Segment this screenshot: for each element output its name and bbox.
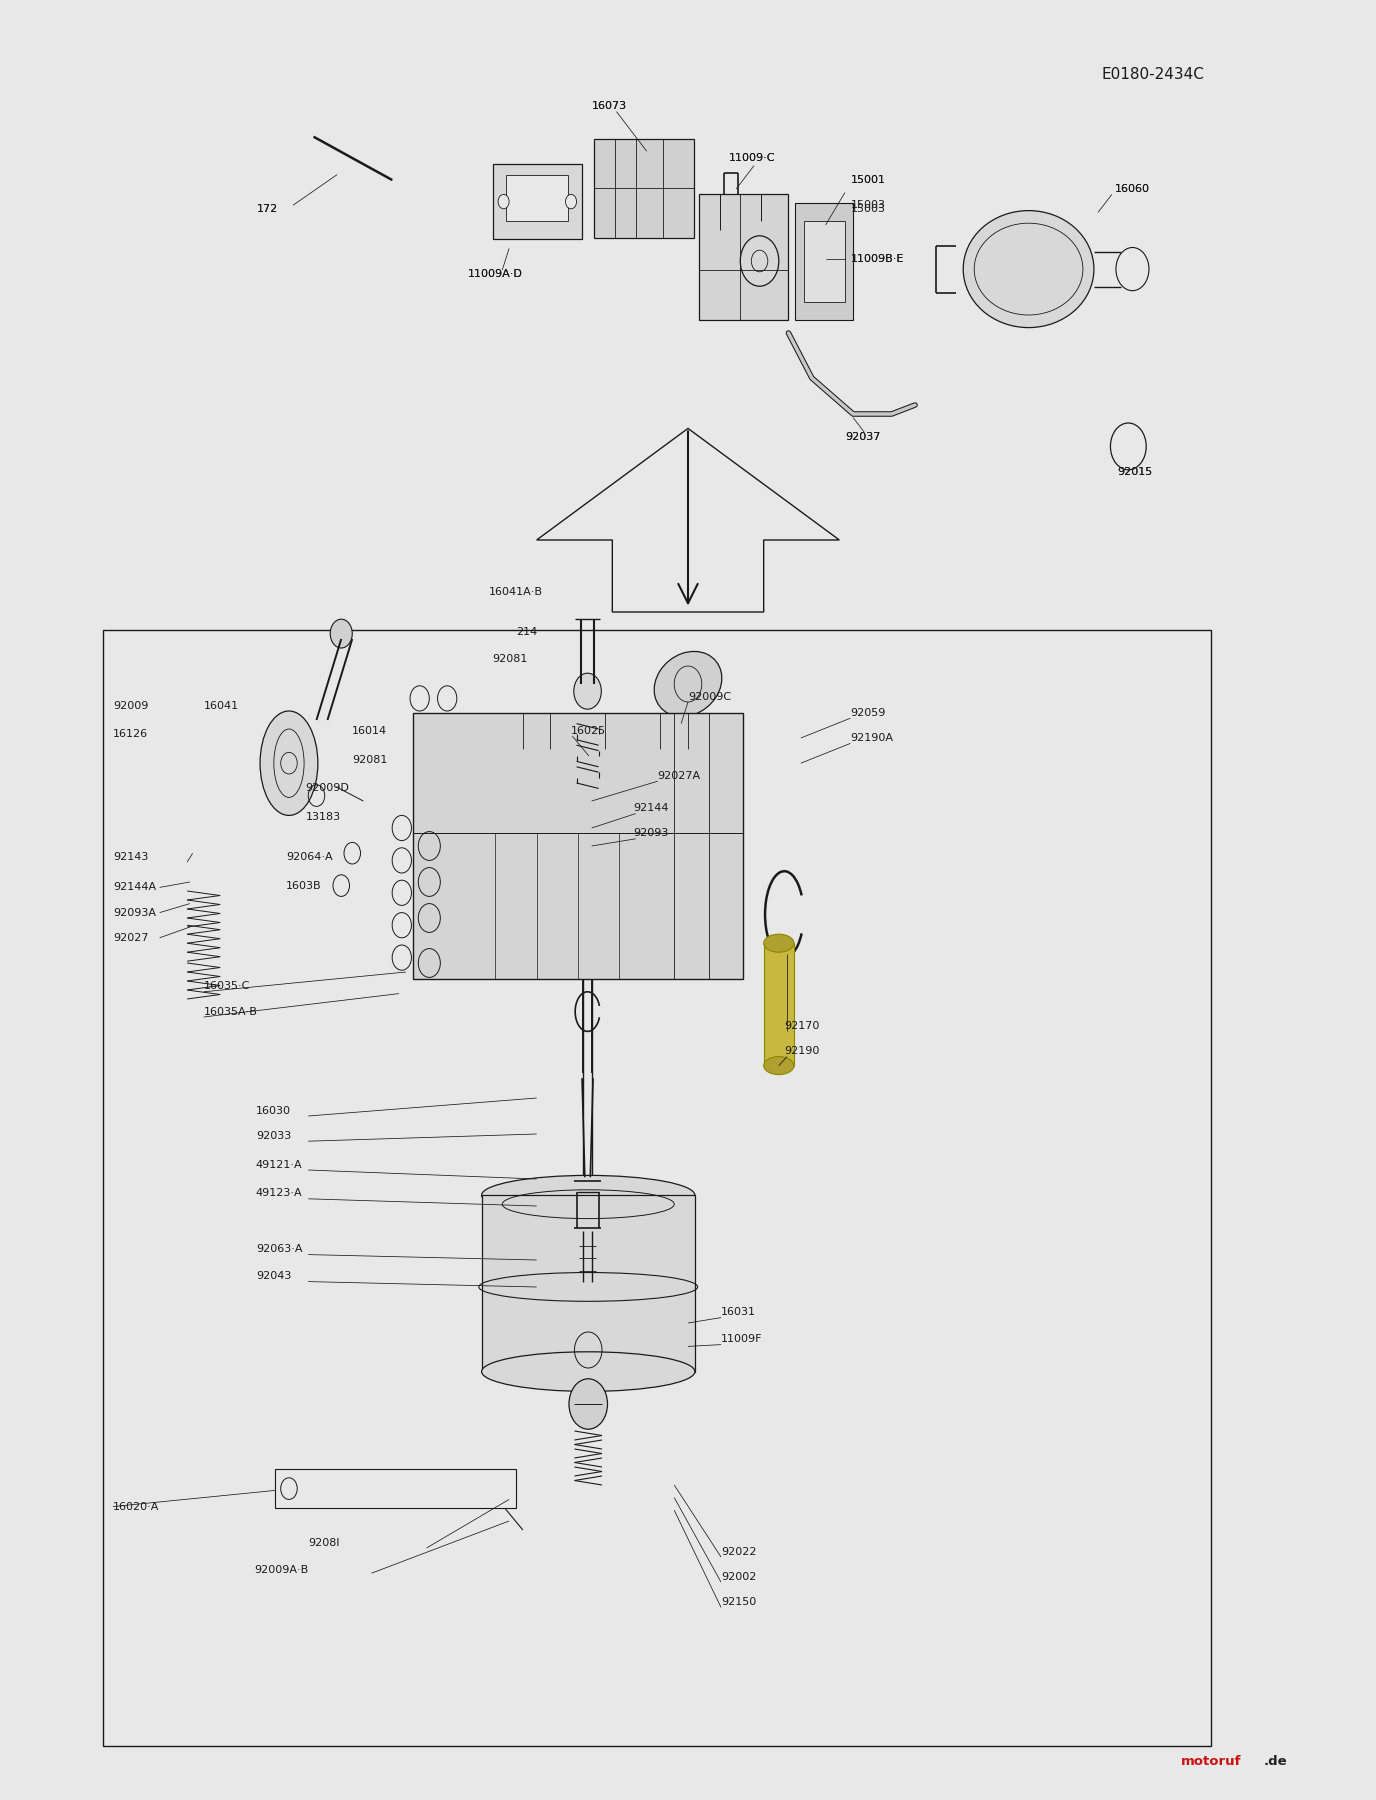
Text: 16035·C: 16035·C bbox=[204, 981, 250, 992]
Ellipse shape bbox=[482, 1175, 695, 1215]
Bar bbox=[506, 175, 568, 221]
Text: 16030: 16030 bbox=[256, 1105, 290, 1116]
Text: 16126: 16126 bbox=[113, 729, 149, 740]
Text: 16060: 16060 bbox=[1115, 184, 1149, 194]
Text: 92190: 92190 bbox=[784, 1046, 820, 1057]
Circle shape bbox=[574, 673, 601, 709]
Text: 49121·A: 49121·A bbox=[256, 1159, 303, 1170]
Circle shape bbox=[330, 619, 352, 648]
Text: .de: .de bbox=[1263, 1755, 1287, 1768]
Text: 16073: 16073 bbox=[592, 101, 627, 112]
Text: 11009B·E: 11009B·E bbox=[850, 254, 904, 265]
Circle shape bbox=[570, 1379, 608, 1429]
Text: 11009F: 11009F bbox=[721, 1334, 762, 1345]
Bar bbox=[764, 943, 794, 1066]
Text: 16041A·B: 16041A·B bbox=[488, 587, 542, 598]
Text: 92150: 92150 bbox=[721, 1597, 757, 1607]
Text: 92190A: 92190A bbox=[850, 733, 893, 743]
Text: 11009·C: 11009·C bbox=[729, 153, 776, 164]
Text: 92015: 92015 bbox=[1117, 466, 1153, 477]
Bar bbox=[699, 194, 788, 320]
Text: 172: 172 bbox=[257, 203, 278, 214]
Text: 16060: 16060 bbox=[1115, 184, 1149, 194]
Bar bbox=[482, 1195, 695, 1372]
Text: 92043: 92043 bbox=[256, 1271, 292, 1282]
Bar bbox=[795, 203, 853, 320]
Bar bbox=[493, 164, 582, 239]
Ellipse shape bbox=[963, 211, 1094, 328]
Text: 15003: 15003 bbox=[850, 203, 885, 214]
Text: 16041: 16041 bbox=[204, 700, 239, 711]
Text: 16020·A: 16020·A bbox=[113, 1501, 160, 1512]
Text: 11009A·D: 11009A·D bbox=[468, 268, 523, 279]
Text: 92059: 92059 bbox=[850, 707, 886, 718]
Text: 92064·A: 92064·A bbox=[286, 851, 333, 862]
Text: 11009B·E: 11009B·E bbox=[850, 254, 904, 265]
Text: 92144: 92144 bbox=[633, 803, 669, 814]
Text: 92022: 92022 bbox=[721, 1546, 757, 1557]
Text: 172: 172 bbox=[257, 203, 278, 214]
Bar bbox=[275, 1469, 516, 1508]
Bar bbox=[594, 139, 694, 238]
Circle shape bbox=[566, 194, 577, 209]
Text: 16025: 16025 bbox=[571, 725, 607, 736]
Text: 92015: 92015 bbox=[1117, 466, 1153, 477]
Text: 92144A: 92144A bbox=[113, 882, 155, 893]
Text: 92027A: 92027A bbox=[658, 770, 700, 781]
Text: 92093: 92093 bbox=[633, 828, 669, 839]
Text: 92143: 92143 bbox=[113, 851, 149, 862]
Text: 11009·C: 11009·C bbox=[729, 153, 776, 164]
Text: 92037: 92037 bbox=[845, 432, 881, 443]
Text: 92002: 92002 bbox=[721, 1571, 757, 1582]
Text: 92009: 92009 bbox=[113, 700, 149, 711]
Ellipse shape bbox=[764, 934, 794, 952]
Text: 1603B: 1603B bbox=[286, 880, 322, 891]
Text: 15001: 15001 bbox=[850, 175, 885, 185]
Circle shape bbox=[498, 194, 509, 209]
Text: 92027: 92027 bbox=[113, 932, 149, 943]
Text: 92037: 92037 bbox=[845, 432, 881, 443]
Text: 16031: 16031 bbox=[721, 1307, 755, 1318]
Text: 92009A·B: 92009A·B bbox=[255, 1564, 308, 1575]
Text: E0180-2434C: E0180-2434C bbox=[1101, 67, 1204, 81]
Text: 16014: 16014 bbox=[352, 725, 388, 736]
Text: motoruf: motoruf bbox=[1181, 1755, 1241, 1768]
Text: 92009C: 92009C bbox=[688, 691, 731, 702]
Text: 92170: 92170 bbox=[784, 1021, 820, 1031]
Ellipse shape bbox=[764, 1057, 794, 1075]
Text: 11009A·D: 11009A·D bbox=[468, 268, 523, 279]
Circle shape bbox=[740, 236, 779, 286]
Text: 92093A: 92093A bbox=[113, 907, 155, 918]
Text: 9208l: 9208l bbox=[308, 1537, 340, 1548]
Text: 13183: 13183 bbox=[305, 812, 341, 823]
Text: 92009D: 92009D bbox=[305, 783, 350, 794]
Text: 16035A·B: 16035A·B bbox=[204, 1006, 257, 1017]
Ellipse shape bbox=[482, 1352, 695, 1391]
Text: 15003: 15003 bbox=[850, 200, 885, 211]
Text: 214: 214 bbox=[516, 626, 537, 637]
Ellipse shape bbox=[260, 711, 318, 815]
Ellipse shape bbox=[654, 652, 722, 716]
Text: 92081: 92081 bbox=[493, 653, 528, 664]
Text: 49123·A: 49123·A bbox=[256, 1188, 303, 1199]
Bar bbox=[103, 630, 1211, 1746]
Text: 16073: 16073 bbox=[592, 101, 627, 112]
Bar bbox=[413, 713, 743, 979]
Text: 92063·A: 92063·A bbox=[256, 1244, 303, 1255]
Text: 92033: 92033 bbox=[256, 1130, 292, 1141]
Text: 15001: 15001 bbox=[850, 175, 885, 185]
Bar bbox=[804, 221, 845, 302]
Text: 92081: 92081 bbox=[352, 754, 388, 765]
